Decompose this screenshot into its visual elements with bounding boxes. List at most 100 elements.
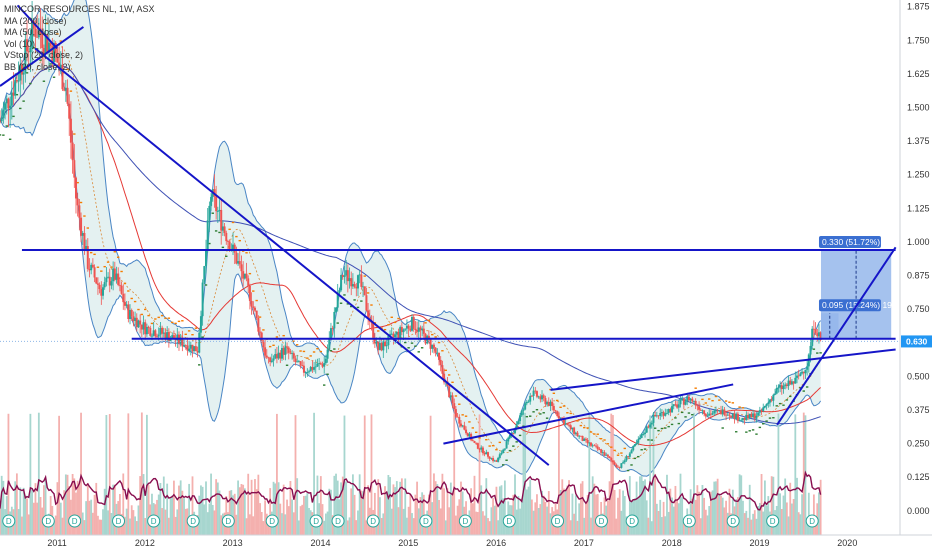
candle-body[interactable] bbox=[93, 267, 96, 278]
candle-body[interactable] bbox=[478, 448, 481, 450]
candle-body[interactable] bbox=[127, 304, 130, 320]
candle-body[interactable] bbox=[677, 404, 680, 408]
candle-body[interactable] bbox=[576, 432, 579, 437]
candle-body[interactable] bbox=[689, 398, 692, 401]
candle-body[interactable] bbox=[365, 295, 368, 311]
candle-body[interactable] bbox=[635, 442, 638, 445]
dividend-marker[interactable] bbox=[419, 514, 433, 528]
candle-body[interactable] bbox=[31, 21, 34, 48]
candle-body[interactable] bbox=[235, 252, 238, 264]
candle-body[interactable] bbox=[329, 328, 332, 340]
candle-body[interactable] bbox=[378, 343, 381, 350]
candle-body[interactable] bbox=[505, 441, 508, 449]
candle-body[interactable] bbox=[107, 276, 110, 278]
candle-body[interactable] bbox=[171, 335, 174, 339]
candle-body[interactable] bbox=[725, 414, 728, 416]
candle-body[interactable] bbox=[498, 454, 501, 458]
candle-body[interactable] bbox=[405, 325, 408, 329]
candle-body[interactable] bbox=[205, 249, 208, 267]
candle-body[interactable] bbox=[502, 449, 505, 454]
candle-body[interactable] bbox=[586, 439, 589, 444]
candle-body[interactable] bbox=[76, 198, 79, 206]
candle-body[interactable] bbox=[0, 120, 1, 122]
candle-body[interactable] bbox=[802, 371, 805, 374]
candle-body[interactable] bbox=[71, 142, 74, 161]
candle-body[interactable] bbox=[225, 232, 228, 242]
candle-body[interactable] bbox=[32, 21, 35, 29]
candle-body[interactable] bbox=[409, 328, 412, 331]
candle-body[interactable] bbox=[713, 410, 716, 414]
candle-body[interactable] bbox=[90, 264, 93, 271]
candle-body[interactable] bbox=[660, 412, 663, 414]
candle-body[interactable] bbox=[248, 285, 251, 301]
candle-body[interactable] bbox=[351, 284, 354, 287]
candle-body[interactable] bbox=[184, 345, 187, 346]
candle-body[interactable] bbox=[270, 360, 273, 362]
candle-body[interactable] bbox=[524, 403, 527, 410]
candle-body[interactable] bbox=[777, 387, 780, 389]
candle-body[interactable] bbox=[179, 337, 182, 344]
candle-body[interactable] bbox=[720, 410, 723, 415]
candle-body[interactable] bbox=[584, 438, 587, 440]
candle-body[interactable] bbox=[86, 246, 89, 269]
candle-body[interactable] bbox=[593, 445, 596, 447]
dividend-marker[interactable] bbox=[766, 514, 780, 528]
candle-body[interactable] bbox=[215, 196, 218, 212]
dividend-marker[interactable] bbox=[68, 514, 82, 528]
candle-body[interactable] bbox=[314, 366, 317, 368]
candle-body[interactable] bbox=[302, 365, 305, 373]
candle-body[interactable] bbox=[421, 328, 424, 331]
dividend-marker[interactable] bbox=[458, 514, 472, 528]
candle-body[interactable] bbox=[549, 401, 552, 406]
candle-body[interactable] bbox=[514, 428, 517, 434]
candle-body[interactable] bbox=[387, 335, 390, 346]
candle-body[interactable] bbox=[527, 401, 530, 403]
candle-body[interactable] bbox=[471, 440, 474, 442]
dividend-marker[interactable] bbox=[625, 514, 639, 528]
candle-body[interactable] bbox=[350, 278, 353, 287]
candle-body[interactable] bbox=[449, 395, 452, 398]
candle-body[interactable] bbox=[279, 352, 282, 359]
candle-body[interactable] bbox=[309, 366, 312, 372]
candle-body[interactable] bbox=[400, 327, 403, 333]
candle-body[interactable] bbox=[595, 445, 598, 447]
candle-body[interactable] bbox=[610, 458, 613, 461]
candle-body[interactable] bbox=[221, 226, 224, 231]
candle-body[interactable] bbox=[723, 409, 726, 415]
candle-body[interactable] bbox=[237, 261, 240, 264]
candle-body[interactable] bbox=[382, 341, 385, 351]
candle-body[interactable] bbox=[390, 333, 393, 335]
candle-body[interactable] bbox=[132, 316, 135, 321]
candle-body[interactable] bbox=[169, 338, 172, 342]
candle-body[interactable] bbox=[188, 348, 191, 351]
candle-body[interactable] bbox=[326, 349, 329, 359]
dividend-marker[interactable] bbox=[41, 514, 55, 528]
measure-boxes[interactable]: 0.330 (51.72%) 660.095 (15.24%) 19 bbox=[818, 236, 892, 339]
dividend-marker[interactable] bbox=[221, 514, 235, 528]
candle-body[interactable] bbox=[358, 274, 361, 276]
candle-body[interactable] bbox=[517, 421, 520, 425]
dividend-marker[interactable] bbox=[147, 514, 161, 528]
candle-body[interactable] bbox=[534, 390, 537, 392]
candle-body[interactable] bbox=[473, 441, 476, 443]
candle-body[interactable] bbox=[113, 268, 116, 280]
candle-body[interactable] bbox=[797, 375, 800, 377]
candle-body[interactable] bbox=[711, 413, 714, 415]
candle-body[interactable] bbox=[208, 205, 211, 221]
candle-body[interactable] bbox=[485, 452, 488, 455]
candle-body[interactable] bbox=[53, 42, 56, 63]
candle-body[interactable] bbox=[638, 437, 641, 440]
candle-body[interactable] bbox=[118, 284, 121, 286]
candle-body[interactable] bbox=[716, 410, 719, 412]
trendline[interactable] bbox=[34, 47, 550, 466]
candle-body[interactable] bbox=[323, 363, 326, 367]
candle-body[interactable] bbox=[191, 344, 194, 352]
candle-body[interactable] bbox=[252, 306, 255, 308]
candle-body[interactable] bbox=[792, 381, 795, 384]
candle-body[interactable] bbox=[284, 346, 287, 355]
candle-body[interactable] bbox=[559, 417, 562, 419]
candle-body[interactable] bbox=[507, 437, 510, 442]
candle-body[interactable] bbox=[718, 410, 721, 412]
candle-body[interactable] bbox=[664, 413, 667, 416]
